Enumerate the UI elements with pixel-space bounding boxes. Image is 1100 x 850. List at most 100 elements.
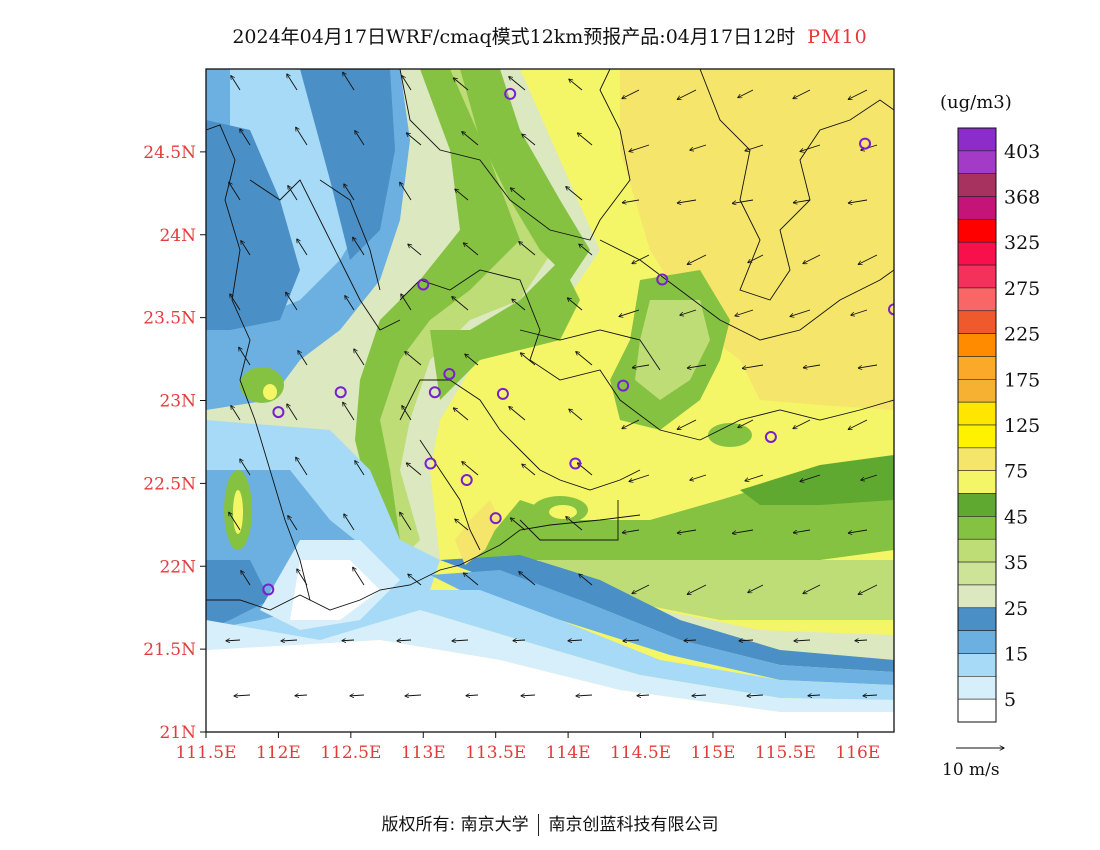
wind-arrow — [803, 584, 821, 594]
wind-arrow — [748, 584, 764, 593]
colorbar-label: 403 — [1004, 141, 1040, 163]
colorbar-label: 368 — [1004, 187, 1040, 209]
border-interior-2 — [519, 329, 661, 371]
wind-arrow — [632, 364, 650, 368]
wind-arrow — [239, 347, 251, 366]
colorbar-swatch — [957, 424, 997, 449]
wind-arrow — [288, 186, 298, 201]
lat-tick-label: 21N — [159, 723, 196, 743]
wind-arrow — [637, 695, 650, 696]
wind-arrow — [687, 364, 707, 368]
station-marker — [272, 406, 285, 419]
wind-arrow — [858, 584, 878, 594]
field-w-yellow-blob — [263, 384, 277, 400]
wind-arrow — [512, 299, 526, 311]
lon-tick-label: 113E — [401, 743, 446, 763]
wind-arrow — [465, 354, 479, 366]
wind-arrow — [295, 695, 308, 696]
colorbar-swatch — [957, 401, 997, 426]
field-sea-sky-blue — [380, 590, 894, 700]
colorbar-label: 35 — [1004, 552, 1028, 574]
colorbar-swatch — [957, 653, 997, 677]
station-marker — [428, 386, 441, 399]
wind-arrow — [858, 364, 878, 368]
wind-arrow — [745, 474, 764, 481]
station-marker — [859, 137, 872, 150]
wind-arrow — [861, 474, 878, 480]
wind-arrow — [229, 512, 241, 531]
wind-arrow — [619, 309, 640, 316]
field-ne-light-green — [635, 300, 710, 400]
wind-arrow — [858, 254, 878, 264]
lat-tick-label: 22N — [159, 557, 196, 577]
colorbar-swatch — [957, 676, 997, 700]
wind-arrow — [622, 529, 640, 533]
field-north-green-band — [460, 69, 590, 280]
station-marker — [764, 430, 777, 443]
wind-arrow — [406, 463, 422, 476]
wind-arrow — [687, 254, 707, 264]
wind-arrow — [800, 144, 821, 151]
border-interior-1 — [319, 179, 381, 291]
administrative-borders — [206, 69, 894, 611]
station-marker — [424, 457, 437, 470]
wind-arrow — [297, 239, 308, 256]
wind-arrow — [520, 353, 536, 366]
wind-arrow — [745, 144, 764, 151]
wind-arrow — [794, 640, 811, 641]
wind-arrow — [808, 695, 821, 696]
lon-tick-label: 112E — [256, 743, 301, 763]
colorbar-swatch — [957, 493, 997, 517]
colorbar-swatch — [957, 379, 997, 403]
wind-arrow — [509, 77, 526, 91]
border-ne — [699, 69, 894, 301]
station-marker — [262, 583, 275, 596]
colorbar-label: 75 — [1004, 461, 1028, 483]
wind-arrow — [629, 144, 650, 151]
field-central-green-band — [430, 260, 580, 400]
colorbar-swatch — [957, 561, 997, 586]
field-east-coast-dark-green — [740, 455, 894, 505]
colorbar-swatch — [957, 470, 997, 494]
wind-arrow — [402, 76, 412, 91]
wind-arrow — [344, 184, 355, 201]
wind-arrow — [687, 584, 707, 594]
colorbar-swatch — [957, 310, 997, 334]
wind-arrow — [632, 584, 650, 594]
wind-arrow — [739, 640, 754, 641]
colorbar-swatch — [957, 196, 997, 220]
wind-arrow — [345, 296, 355, 311]
wind-arrow — [522, 134, 536, 146]
wind-arrow — [296, 127, 308, 146]
wind-arrow — [453, 78, 469, 91]
wind-arrow — [226, 640, 241, 641]
wind-arrow — [400, 182, 412, 201]
wind-arrow — [790, 309, 811, 316]
lat-tick-label: 21.5N — [143, 640, 196, 660]
wind-arrow — [408, 244, 422, 256]
wind-arrow — [566, 187, 583, 201]
wind-arrow — [677, 199, 697, 203]
wind-arrow — [684, 640, 697, 641]
wind-arrow — [576, 352, 593, 366]
wind-arrow — [629, 474, 650, 481]
wind-arrow — [848, 529, 868, 533]
field-sw-deep-blue — [206, 560, 270, 630]
colorbar-label: 275 — [1004, 278, 1040, 300]
border-hk-box — [519, 500, 619, 541]
wind-arrow — [848, 89, 868, 99]
wind-arrow — [848, 419, 868, 429]
wind-arrow — [298, 351, 308, 366]
station-marker — [460, 474, 473, 487]
wind-arrow — [576, 695, 593, 696]
title-text: 2024年04月17日WRF/cmaq模式12km预报产品:04月17日12时 — [232, 26, 796, 48]
wind-arrow — [579, 244, 593, 256]
wind-arrow — [622, 419, 640, 429]
field-sea-white — [206, 640, 894, 732]
colorbar-label: 25 — [1004, 598, 1028, 620]
coastline — [206, 514, 641, 611]
wind-arrow — [234, 695, 251, 696]
wind-arrow — [287, 404, 298, 421]
station-marker — [617, 379, 630, 392]
border-delta — [399, 379, 641, 491]
